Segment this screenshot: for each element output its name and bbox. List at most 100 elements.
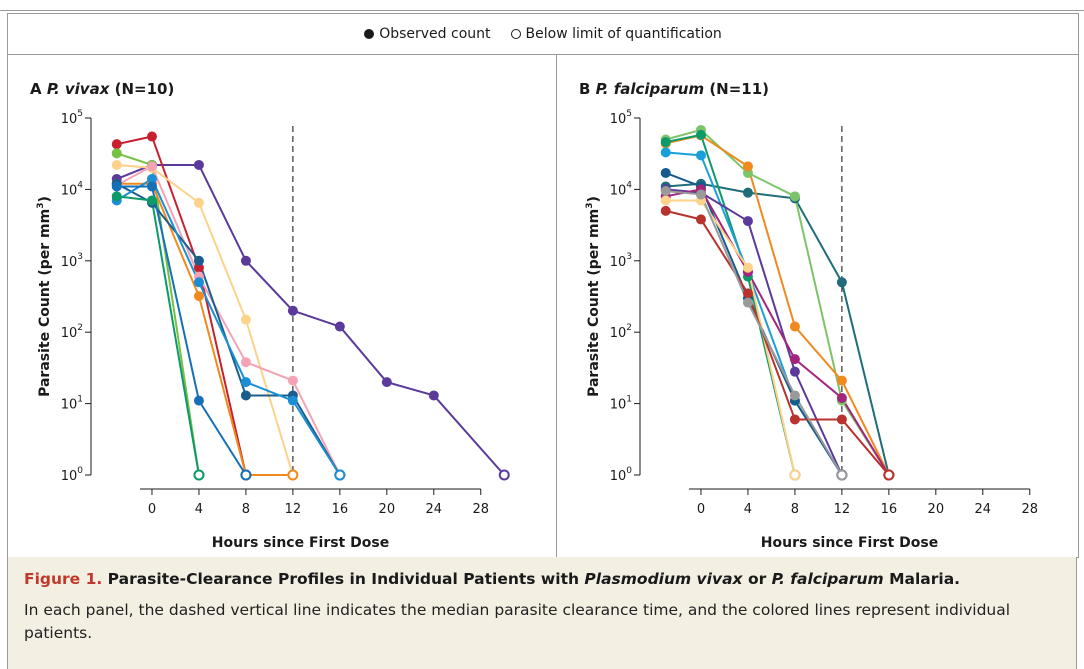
pa-y-axis-label-main: Parasite Count (per mm	[37, 209, 53, 397]
pa-y-tick-base: 10	[61, 255, 78, 270]
pb-point-observed	[695, 214, 706, 225]
pa-y-tick-label: 103	[61, 252, 83, 270]
pb-x-tick-label: 20	[928, 502, 945, 517]
pa-point-below-limit	[498, 469, 510, 481]
pa-y-tick-base: 10	[61, 112, 78, 127]
pb-series-line	[665, 209, 890, 476]
pa-y-tick-exp: 5	[77, 109, 83, 119]
pa-y-tick-label: 105	[61, 109, 83, 127]
pa-series-line	[116, 152, 200, 476]
pa-y-tick-base: 10	[61, 183, 78, 198]
pa-x-tick-label: 4	[195, 502, 203, 517]
pb-series-line	[665, 188, 890, 476]
pb-title: B P. falciparum (N=11)	[579, 80, 769, 98]
pb-point-observed	[660, 147, 671, 158]
pa-series-line	[116, 177, 341, 476]
pb-point-below-limit	[789, 469, 801, 481]
pa-series-line	[116, 185, 247, 476]
pa-x-tick-label: 8	[242, 502, 250, 517]
pb-y-axis-label-sup: 3	[585, 203, 595, 209]
legend-below-limit: Below limit of quantification	[510, 26, 722, 42]
pa-point-observed	[193, 277, 204, 288]
pa-point-observed	[240, 377, 251, 388]
pa-y-axis-label-sup: 3	[36, 203, 46, 209]
pb-point-below-limit	[836, 469, 848, 481]
pa-point-below-limit	[287, 469, 299, 481]
pa-y-tick-label: 100	[61, 466, 84, 484]
pb-y-tick-label: 102	[610, 323, 632, 341]
pa-point-observed	[287, 395, 298, 406]
caption-title-pre: Parasite-Clearance Profiles in Individua…	[107, 570, 585, 588]
panel-divider	[556, 55, 557, 557]
pb-series-line	[665, 199, 796, 476]
pb-point-observed	[789, 414, 800, 425]
pa-point-observed	[111, 159, 122, 170]
pa-y-tick-exp: 0	[77, 466, 83, 476]
pa-title-n: (N=10)	[109, 80, 174, 98]
pb-y-tick-base: 10	[610, 326, 627, 341]
figure-caption: Figure 1. Parasite-Clearance Profiles in…	[7, 557, 1077, 669]
pa-y-tick-base: 10	[61, 326, 78, 341]
pb-x-tick-label: 8	[791, 502, 799, 517]
pa-y-tick-label: 102	[61, 323, 83, 341]
pb-y-tick-exp: 1	[626, 395, 632, 405]
pa-point-below-limit	[193, 469, 205, 481]
pb-point-observed	[660, 205, 671, 216]
pa-point-observed	[193, 197, 204, 208]
pb-title-n: (N=11)	[704, 80, 769, 98]
pa-y-tick-exp: 1	[77, 395, 83, 405]
caption-title-post: Malaria.	[883, 570, 961, 588]
open-circle-icon	[510, 29, 521, 39]
pa-y-axis-label: Parasite Count (per mm3)	[36, 196, 53, 397]
pb-y-tick-base: 10	[610, 398, 627, 413]
pa-point-observed	[334, 321, 345, 332]
pb-y-tick-exp: 3	[626, 252, 632, 262]
pb-x-tick-label: 16	[881, 502, 898, 517]
pb-x-axis-label: Hours since First Dose	[761, 535, 938, 551]
pb-point-observed	[836, 277, 847, 288]
pb-point-observed	[742, 216, 753, 227]
pb-title-species: P. falciparum	[596, 80, 704, 98]
pa-point-below-limit	[334, 469, 346, 481]
pb-y-tick-label: 103	[610, 252, 632, 270]
pb-point-observed	[789, 321, 800, 332]
caption-title-mid: or	[742, 570, 772, 588]
pb-y-tick-exp: 4	[626, 180, 632, 190]
pb-y-tick-base: 10	[610, 183, 627, 198]
pa-x-tick-label: 0	[148, 502, 156, 517]
pb-point-observed	[660, 137, 671, 148]
pa-point-observed	[193, 395, 204, 406]
pa-x-tick-label: 16	[332, 502, 349, 517]
pb-point-observed	[836, 392, 847, 403]
pa-series-line	[116, 135, 247, 476]
pb-title-letter: B	[579, 80, 596, 98]
pa-point-observed	[111, 139, 122, 150]
chart-panels: A P. vivax (N=10) 100 101 102 103 104 105 0 4 8 12…	[7, 54, 1079, 558]
pa-point-observed	[381, 377, 392, 388]
pb-point-observed	[742, 262, 753, 273]
pb-point-observed	[836, 375, 847, 386]
pa-x-tick-label: 28	[472, 502, 489, 517]
pa-y-axis-label-end: )	[37, 196, 53, 202]
pa-point-observed	[111, 148, 122, 159]
pa-title-species: P. vivax	[47, 80, 111, 98]
pa-y-tick-base: 10	[61, 469, 78, 484]
pb-point-observed	[789, 354, 800, 365]
pb-y-tick-exp: 5	[626, 109, 632, 119]
pa-x-tick-label: 24	[426, 502, 443, 517]
pa-title: A P. vivax (N=10)	[30, 80, 174, 98]
pa-point-observed	[240, 357, 251, 368]
pa-x-tick-label: 20	[379, 502, 396, 517]
pb-x-tick-label: 4	[744, 502, 752, 517]
pa-x-tick-label: 12	[285, 502, 302, 517]
legend: Observed count Below limit of quantifica…	[7, 13, 1079, 54]
pb-point-observed	[660, 185, 671, 196]
caption-title-italic-1: Plasmodium vivax	[584, 570, 743, 588]
pa-point-observed	[111, 181, 122, 192]
pb-y-tick-label: 101	[610, 395, 632, 413]
pb-point-observed	[695, 150, 706, 161]
pb-series-line	[665, 182, 890, 476]
pb-point-observed	[742, 288, 753, 299]
pb-y-tick-label: 100	[610, 466, 633, 484]
pa-point-observed	[193, 255, 204, 266]
